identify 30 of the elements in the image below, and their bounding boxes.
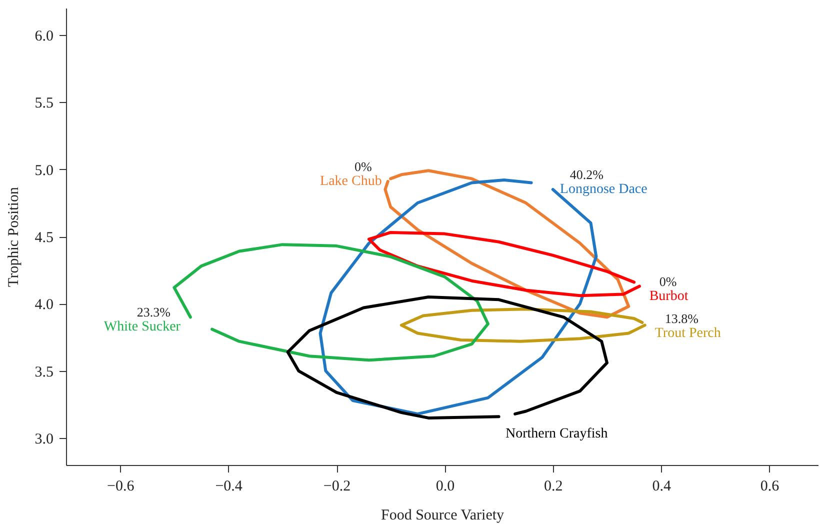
series-label: Trout Perch [654,326,721,342]
annotation: 13.8% [664,311,699,326]
y-axis-title: Trophic Position [6,186,22,287]
line-series [367,230,641,298]
y-tick-label: 3.0 [34,432,54,448]
x-tick-label: −0.2 [323,478,351,494]
x-tick-label: 0.6 [760,478,780,494]
annotation: 0% [659,274,677,290]
line-series [286,295,609,420]
y-tick-label: 6.0 [34,28,54,44]
series-label: Lake Chub [320,174,382,189]
y-tick-label: 5.0 [34,162,54,179]
y-tick-label: 3.5 [34,364,54,380]
y-tick-label: 4.5 [34,230,54,246]
x-tick-label: 0.4 [652,478,672,494]
annotation: 40.2% [570,166,604,182]
x-tick-label: 0.0 [436,478,455,494]
x-tick-label: −0.6 [106,478,135,494]
series-label: White Sucker [104,319,181,334]
annotation: 0% [354,158,372,174]
x-tick-label: 0.2 [544,478,563,494]
x-axis-title: Food Source Variety [380,508,505,524]
y-tick-label: 4.0 [34,297,54,314]
annotation: 23.3% [136,304,171,320]
y-tick-label: 5.5 [34,96,54,112]
series-label: Northern Crayfish [505,426,608,442]
series-label: Burbot [649,289,688,304]
line-series [400,308,646,343]
x-tick-label: −0.4 [215,478,243,494]
series-label: Longnose Dace [560,182,648,197]
